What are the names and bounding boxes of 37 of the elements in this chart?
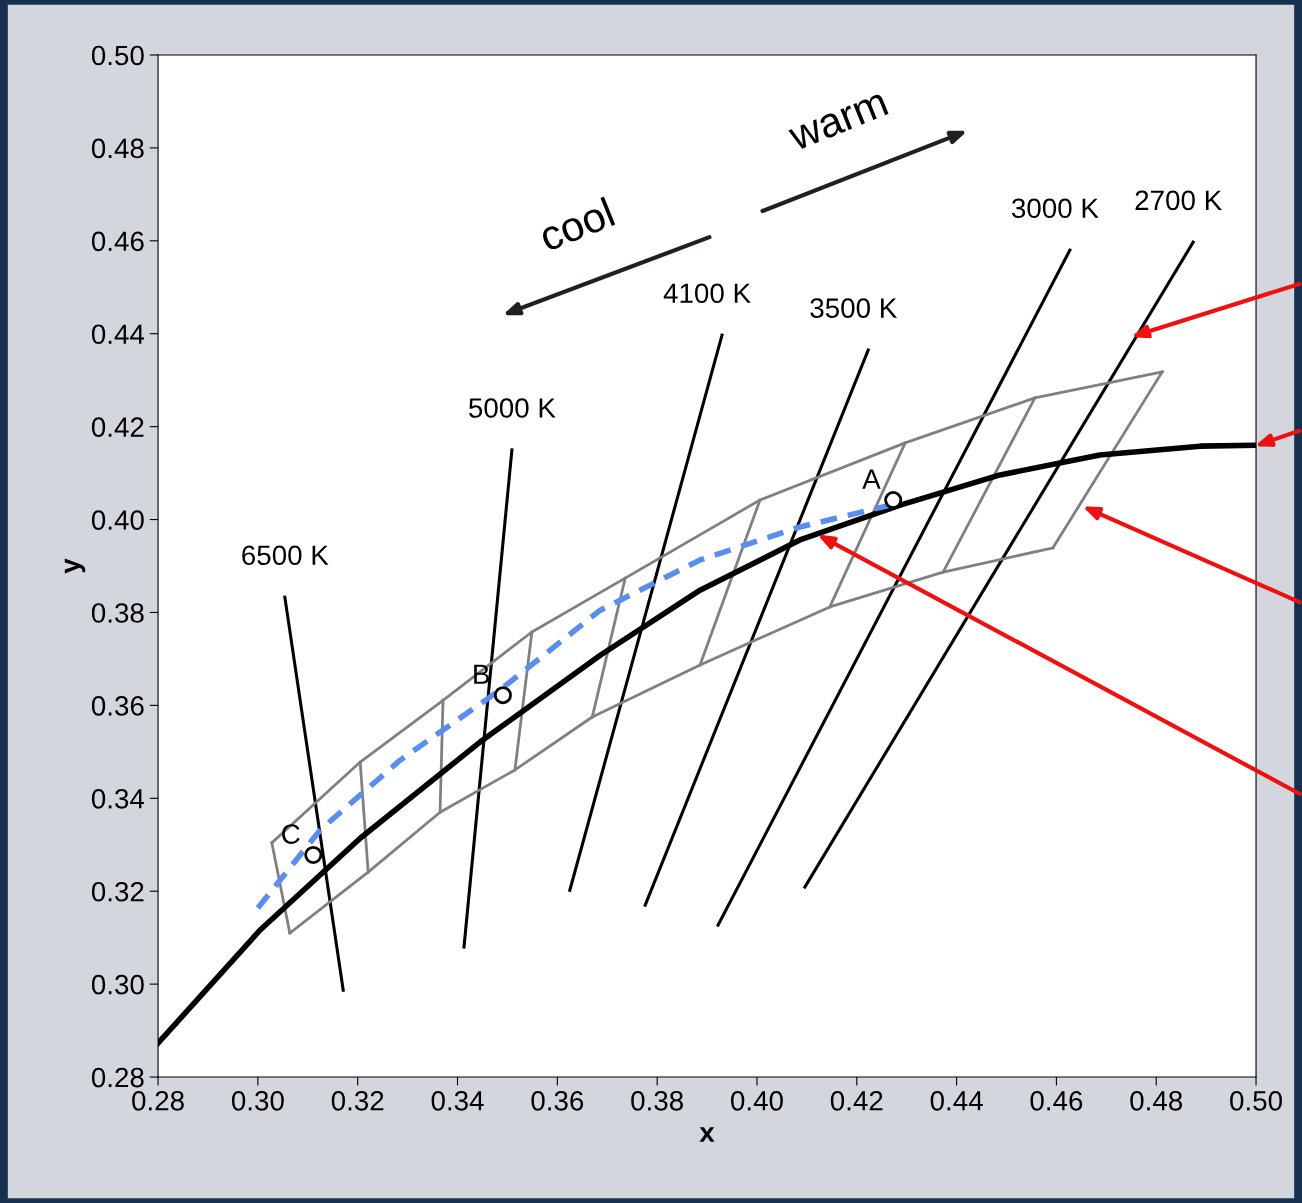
y-tick-label: 0.28 (91, 1067, 144, 1088)
y-tick-label: 0.44 (91, 324, 145, 345)
annotation: 5000 K (469, 398, 556, 418)
annotation: C (282, 824, 300, 844)
annotation: 3000 K (1011, 198, 1099, 219)
annotation: warm (788, 93, 889, 152)
x-axis-title: x (699, 1127, 715, 1142)
x-tick-label: 0.46 (1030, 1090, 1083, 1111)
x-tick-label: 0.50 (1230, 1090, 1282, 1111)
annotation: 3500 K (810, 298, 897, 318)
x-tick-label: 0.42 (830, 1090, 883, 1111)
x-tick-label: 0.34 (431, 1090, 484, 1111)
annotation: A (862, 469, 881, 489)
y-tick-label: 0.30 (91, 974, 144, 995)
y-tick-label: 0.50 (91, 45, 144, 66)
y-tick-label: 0.38 (91, 603, 144, 623)
y-axis-title: y (64, 558, 86, 574)
y-tick-label: 0.40 (91, 510, 144, 530)
y-tick-label: 0.32 (91, 881, 144, 902)
y-tick-label: 0.46 (91, 231, 144, 252)
annotation: 2700 K (1135, 190, 1222, 211)
y-tick-label: 0.34 (91, 788, 145, 809)
x-tick-label: 0.32 (331, 1090, 384, 1111)
x-tick-label: 0.38 (631, 1090, 683, 1111)
x-tick-label: 0.36 (531, 1090, 584, 1111)
annotation: B (474, 664, 489, 684)
annotation: 4100 K (663, 283, 751, 304)
x-tick-label: 0.44 (930, 1090, 983, 1111)
x-tick-label: 0.48 (1130, 1090, 1183, 1111)
y-tick-label: 0.42 (91, 417, 144, 437)
annotation: 6500 K (242, 545, 329, 566)
annotation: cool (537, 196, 616, 252)
x-tick-label: 0.28 (132, 1090, 184, 1111)
x-tick-label: 0.40 (731, 1090, 783, 1111)
x-tick-label: 0.30 (231, 1090, 284, 1111)
y-tick-label: 0.48 (91, 138, 144, 159)
y-tick-label: 0.36 (91, 696, 144, 716)
